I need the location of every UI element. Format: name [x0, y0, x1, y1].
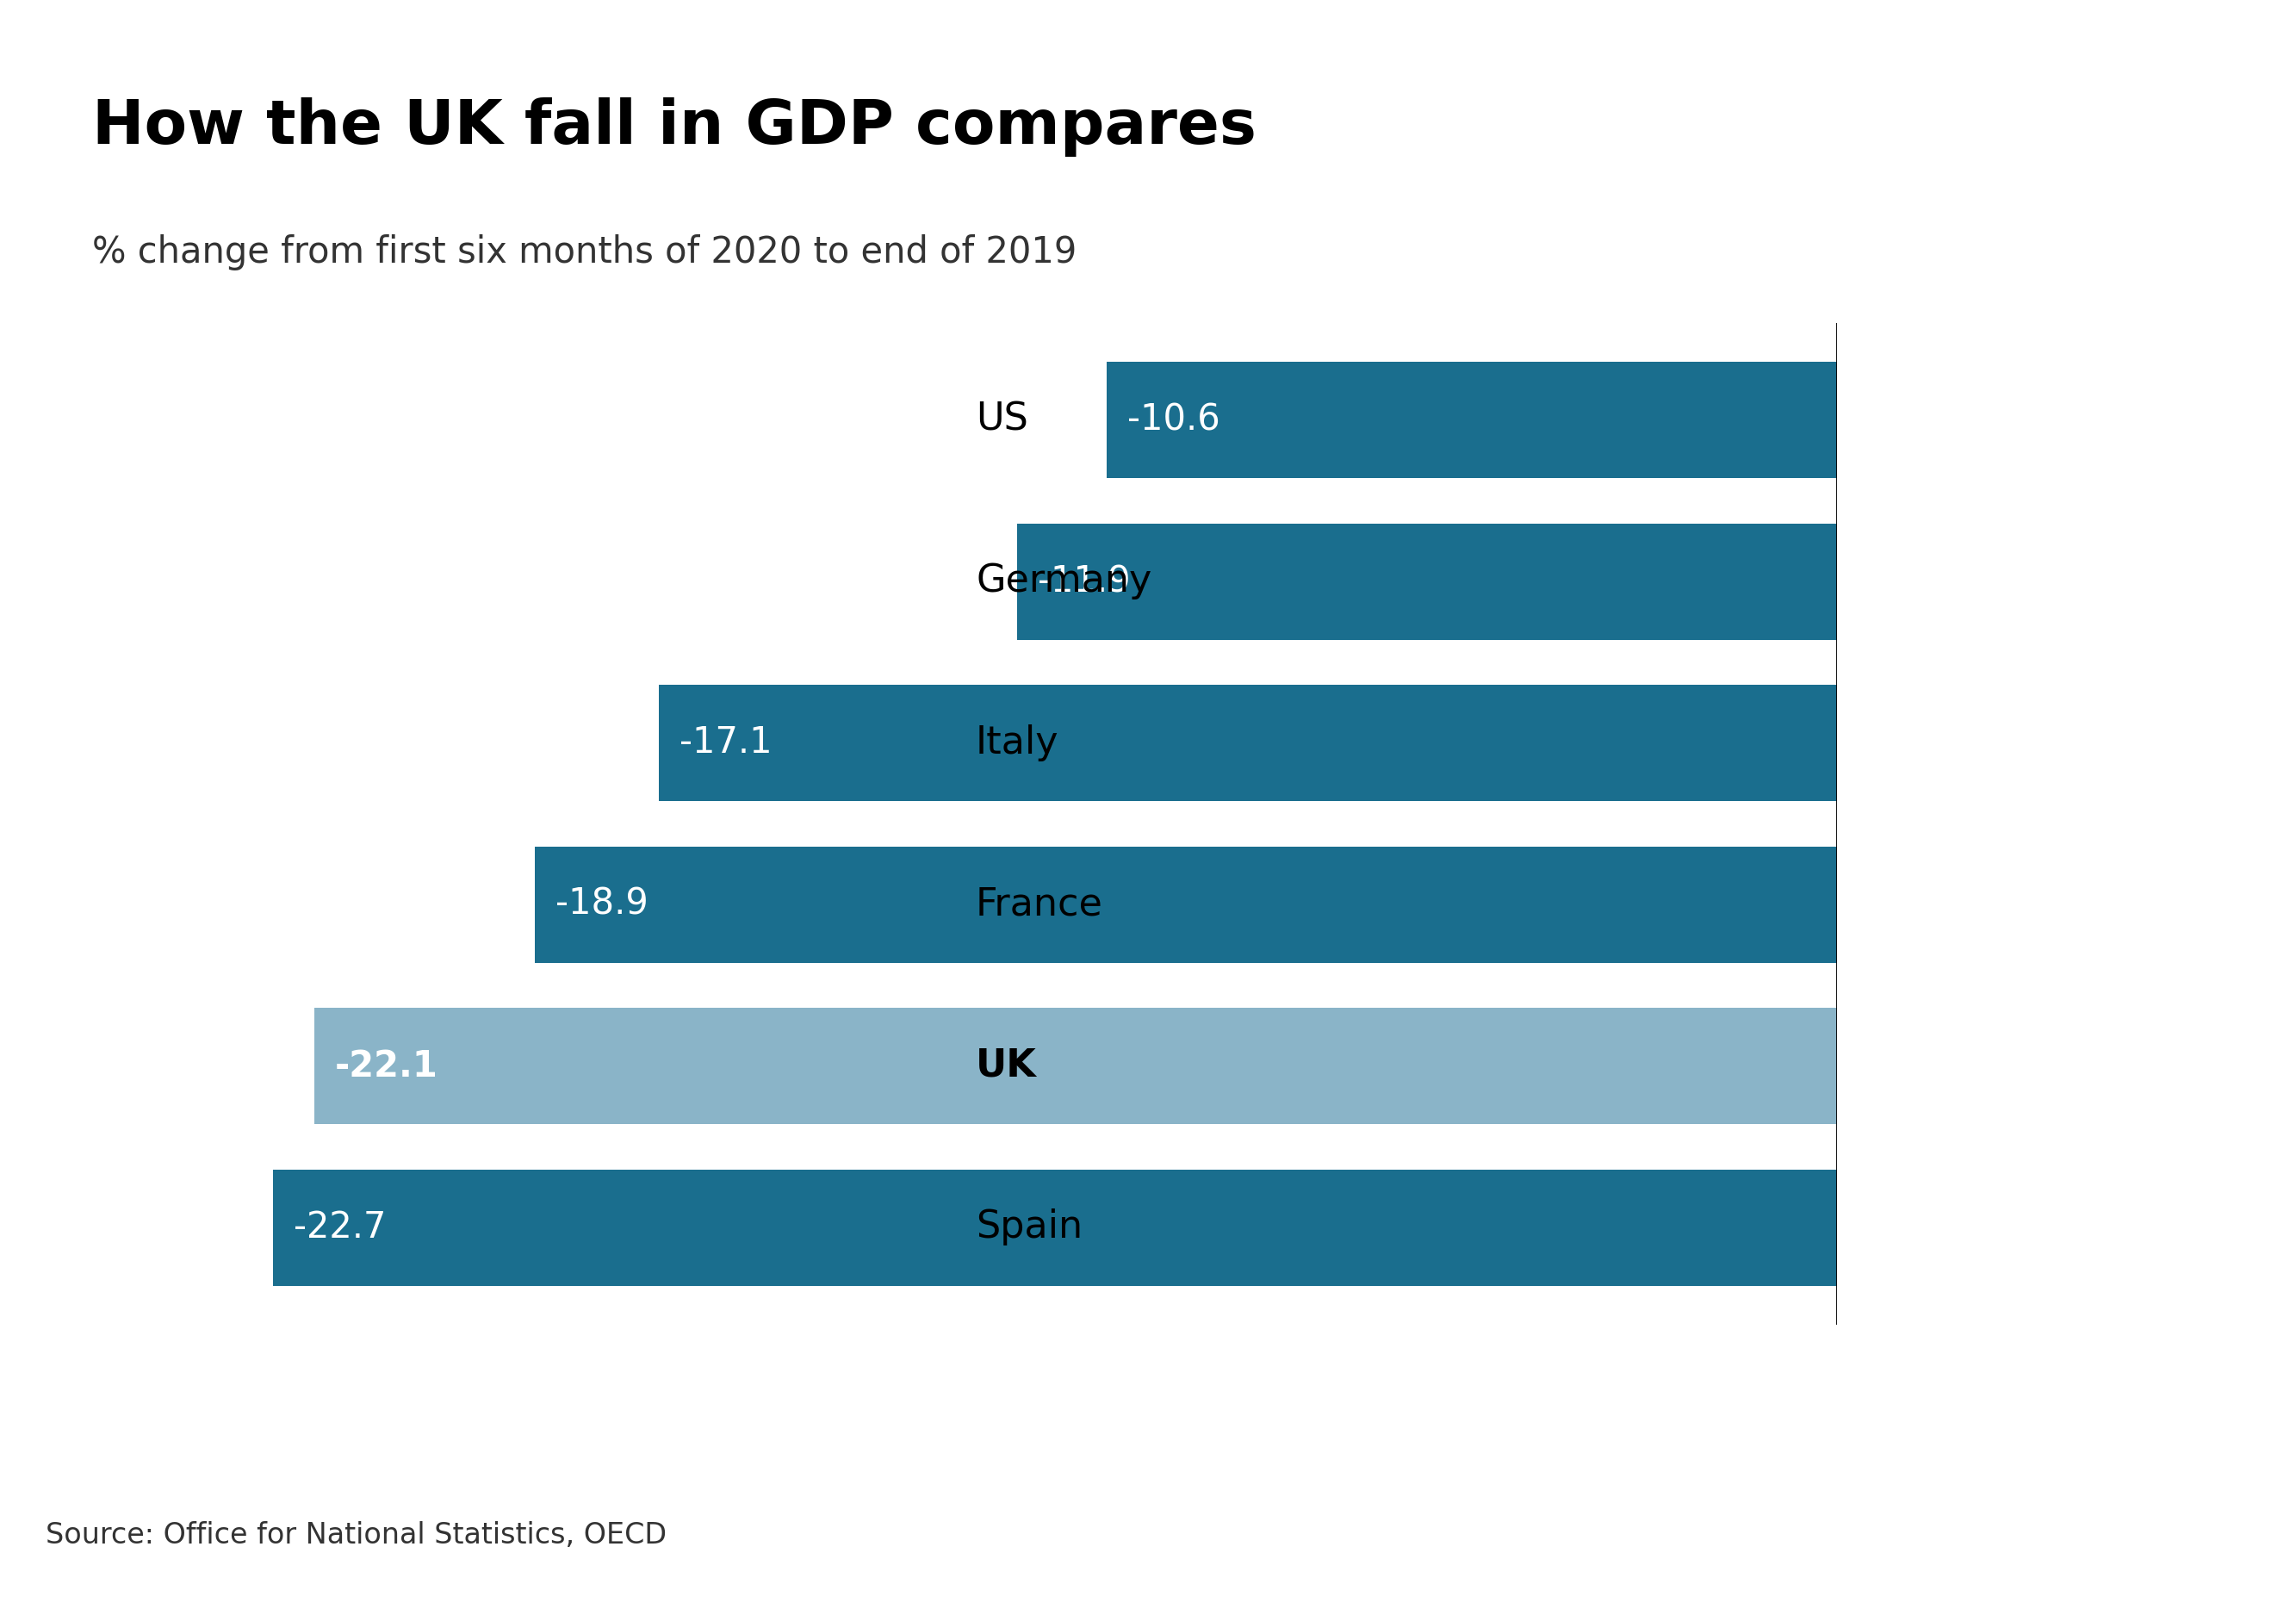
- Text: -11.9: -11.9: [1038, 564, 1130, 599]
- Text: Source: Office for National Statistics, OECD: Source: Office for National Statistics, …: [46, 1521, 666, 1549]
- Text: Italy: Italy: [976, 725, 1058, 761]
- Bar: [1017, 523, 1837, 640]
- Text: -17.1: -17.1: [680, 725, 771, 761]
- Bar: [1107, 362, 1837, 478]
- Text: -22.7: -22.7: [294, 1210, 386, 1245]
- Text: France: France: [976, 887, 1102, 922]
- Text: -22.1: -22.1: [335, 1048, 439, 1084]
- Bar: [315, 1008, 1837, 1124]
- Text: How the UK fall in GDP compares: How the UK fall in GDP compares: [92, 97, 1256, 157]
- Bar: [659, 685, 1837, 801]
- Text: -18.9: -18.9: [556, 887, 647, 922]
- Text: Germany: Germany: [976, 564, 1153, 599]
- Text: US: US: [976, 402, 1029, 438]
- Bar: [535, 846, 1837, 963]
- Text: UK: UK: [976, 1048, 1038, 1084]
- Text: BBC: BBC: [2087, 1521, 2183, 1563]
- Bar: [273, 1169, 1837, 1286]
- Text: % change from first six months of 2020 to end of 2019: % change from first six months of 2020 t…: [92, 234, 1077, 270]
- Text: Spain: Spain: [976, 1210, 1084, 1245]
- Text: -10.6: -10.6: [1127, 402, 1219, 438]
